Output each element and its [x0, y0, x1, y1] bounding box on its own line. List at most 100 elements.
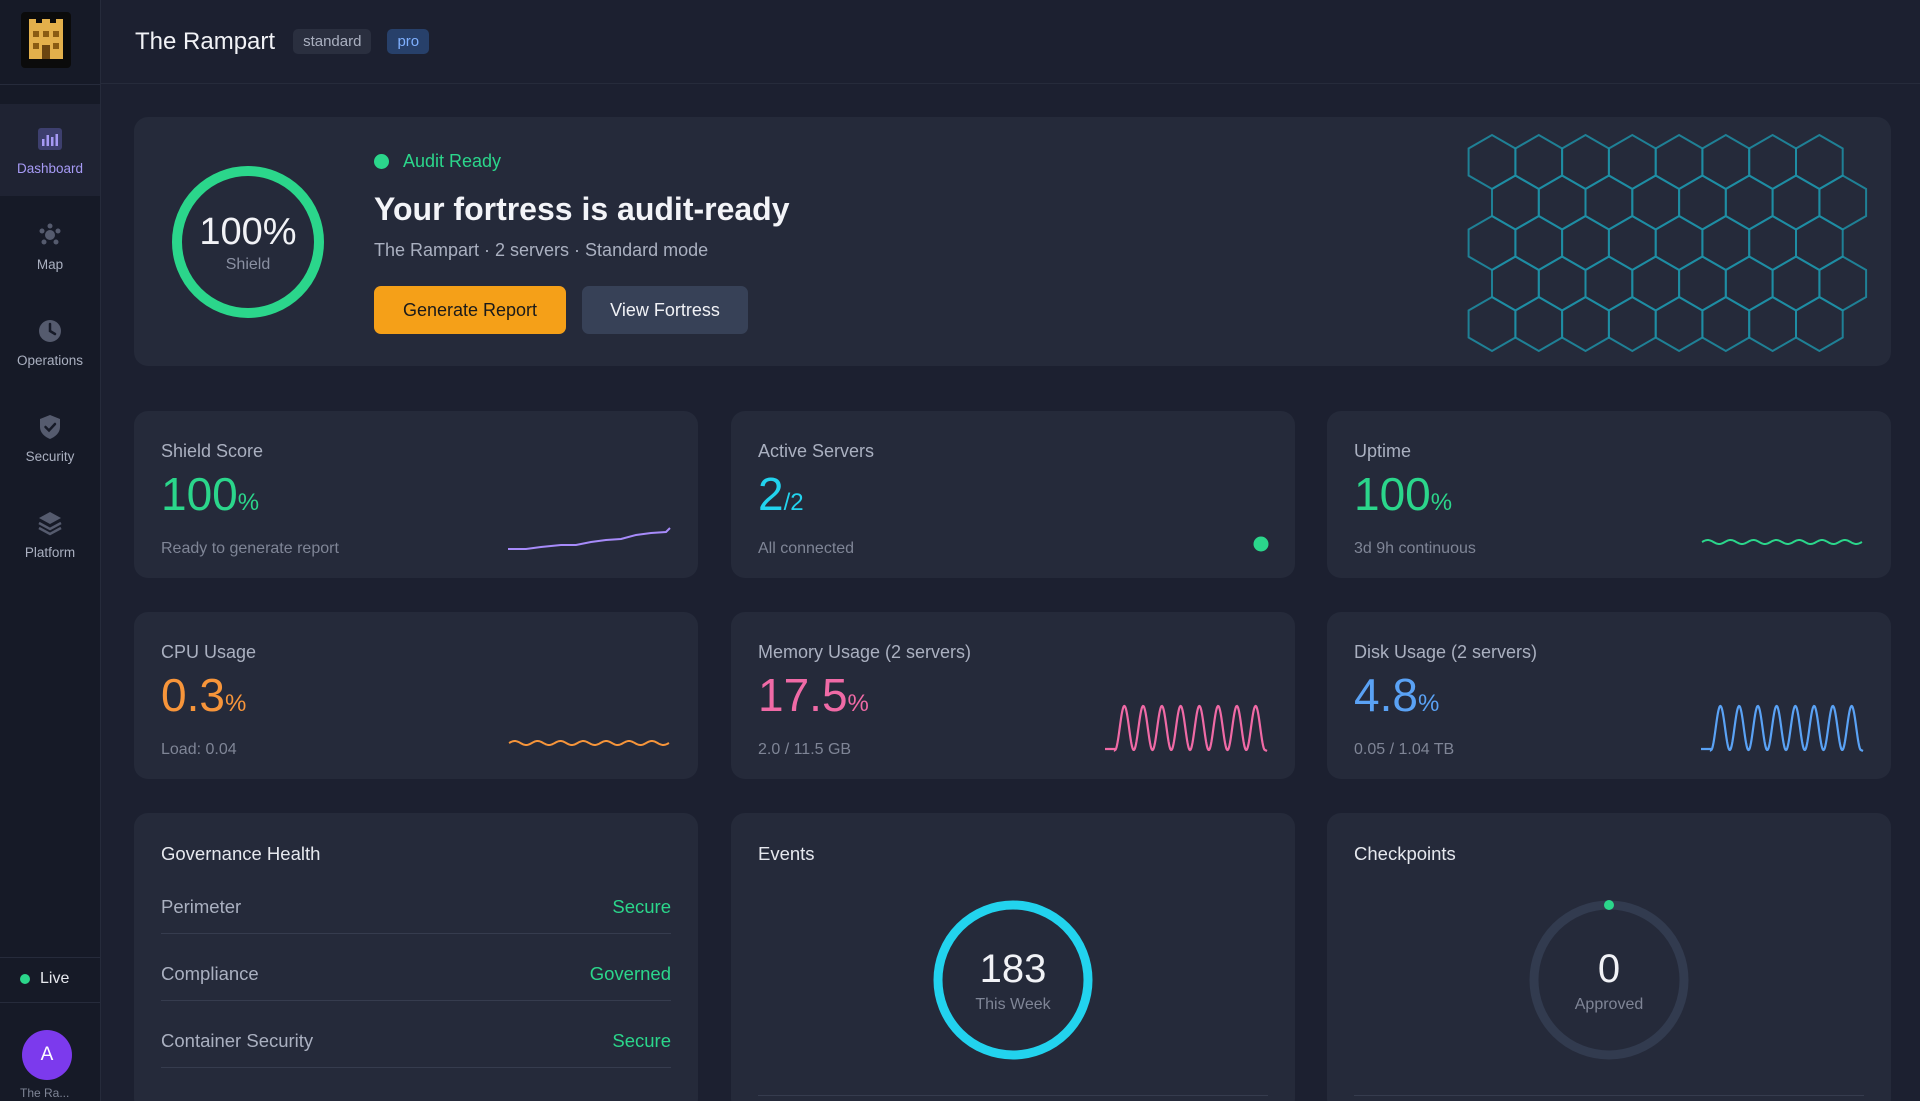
stat-label: Active Servers: [758, 441, 875, 461]
divider: [1354, 1095, 1864, 1096]
stat-label: Disk Usage (2 servers): [1354, 642, 1538, 662]
sidebar-divider: [0, 1002, 100, 1003]
audit-status-label: Audit Ready: [403, 151, 502, 171]
plan-badge-pro: pro: [387, 29, 430, 54]
checkpoints-label: Approved: [1574, 995, 1644, 1013]
cpu-sparkline: [508, 740, 670, 746]
plan-badge-standard: standard: [293, 29, 372, 54]
shield-ring: [172, 166, 324, 318]
shield-ring-value: 100%: [199, 210, 297, 253]
stat-value: 100%: [1354, 471, 1452, 517]
avatar[interactable]: A: [22, 1030, 72, 1080]
stat-unit: %: [1430, 489, 1453, 516]
sidebar-item-label: Operations: [16, 352, 84, 368]
live-indicator: Live: [20, 970, 69, 988]
stat-sub: Ready to generate report: [161, 540, 339, 557]
page-title: The Rampart: [135, 27, 276, 55]
sidebar-divider: [0, 957, 100, 958]
avatar-label: The Ra...: [20, 1086, 70, 1100]
live-label: Live: [40, 970, 70, 987]
checkpoints-donut: [1529, 900, 1689, 1060]
governance-value: Secure: [612, 1029, 671, 1051]
sidebar-item-label: Dashboard: [16, 160, 84, 176]
hexagon-pattern: [1467, 133, 1868, 353]
stat-card-active-servers: Active Servers 2/2 All connected: [731, 411, 1295, 578]
hero-card: 100% Shield Audit Ready Your fortress is…: [134, 117, 1891, 366]
hero-subtitle: The Rampart · 2 servers · Standard mode: [374, 240, 709, 260]
governance-value: Governed: [589, 962, 671, 984]
stat-card-cpu-usage: CPU Usage 0.3% Load: 0.04: [134, 612, 698, 779]
stat-label: Shield Score: [161, 441, 264, 461]
governance-label: Perimeter: [161, 895, 242, 917]
panel-title: Events: [758, 843, 815, 864]
bar-chart-icon: [38, 127, 62, 150]
events-card: Events 183 This Week: [731, 813, 1295, 1101]
layers-icon: [38, 511, 62, 535]
stat-sub: 3d 9h continuous: [1354, 540, 1476, 557]
sidebar-item-platform[interactable]: Platform: [0, 488, 100, 580]
stat-label: Uptime: [1354, 441, 1412, 461]
governance-label: Container Security: [161, 1029, 314, 1051]
checkpoints-donut-center: 0 Approved: [1527, 898, 1691, 1062]
checkpoints-card: Checkpoints 0 Approved: [1327, 813, 1891, 1101]
events-donut: [933, 900, 1093, 1060]
generate-report-button[interactable]: Generate Report: [374, 286, 566, 334]
stat-sub: 2.0 / 11.5 GB: [758, 741, 852, 758]
stat-value: 2/2: [758, 471, 804, 517]
stat-sub: Load: 0.04: [161, 741, 237, 758]
app-logo[interactable]: [21, 12, 71, 68]
audit-status: Audit Ready: [374, 151, 501, 172]
shield-icon: [40, 414, 60, 439]
stat-value: 4.8%: [1354, 672, 1439, 718]
stat-label: CPU Usage: [161, 642, 257, 662]
governance-row-compliance[interactable]: Compliance Governed: [161, 947, 671, 1001]
stat-number: 2: [758, 468, 784, 520]
header: The Rampart standard pro: [101, 0, 1920, 84]
panel-title: Governance Health: [161, 843, 321, 864]
governance-label: Compliance: [161, 962, 259, 984]
network-icon: [39, 223, 61, 244]
stat-label: Memory Usage (2 servers): [758, 642, 972, 662]
stat-number: 100: [161, 468, 238, 520]
stat-unit: %: [237, 489, 260, 516]
governance-row-container-security[interactable]: Container Security Secure: [161, 1014, 671, 1068]
hero-title: Your fortress is audit-ready: [374, 191, 790, 227]
memory-sparkline: [1105, 704, 1268, 752]
sidebar-item-operations[interactable]: Operations: [0, 296, 100, 388]
sidebar-item-map[interactable]: Map: [0, 200, 100, 292]
governance-value: Secure: [612, 895, 671, 917]
divider: [758, 1095, 1268, 1096]
governance-row-perimeter[interactable]: Perimeter Secure: [161, 880, 671, 934]
shield-ring-center: 100% Shield: [170, 164, 326, 320]
stat-unit: %: [224, 690, 247, 717]
connection-status-dot: [1253, 536, 1269, 552]
stat-card-uptime: Uptime 100% 3d 9h continuous: [1327, 411, 1891, 578]
stat-number: 0.3: [161, 669, 225, 721]
events-period: This Week: [975, 995, 1051, 1013]
live-dot: [20, 974, 30, 984]
stat-card-shield-score: Shield Score 100% Ready to generate repo…: [134, 411, 698, 578]
events-count: 183: [979, 946, 1047, 991]
panel-title: Checkpoints: [1354, 843, 1456, 864]
stat-card-memory-usage: Memory Usage (2 servers) 17.5% 2.0 / 11.…: [731, 612, 1295, 779]
stat-number: 100: [1354, 468, 1431, 520]
view-fortress-button[interactable]: View Fortress: [582, 286, 748, 334]
clock-icon: [39, 319, 61, 342]
shield-score-sparkline: [508, 527, 671, 550]
stat-value: 100%: [161, 471, 259, 517]
status-dot: [374, 154, 389, 169]
sidebar-item-label: Security: [25, 448, 75, 464]
checkpoints-count: 0: [1597, 946, 1621, 991]
uptime-sparkline: [1701, 539, 1863, 545]
events-donut-center: 183 This Week: [931, 898, 1095, 1062]
sidebar-divider: [0, 84, 100, 85]
stat-number: 17.5: [758, 669, 848, 721]
stat-value: 17.5%: [758, 672, 869, 718]
shield-ring-label: Shield: [225, 255, 271, 273]
governance-health-card: Governance Health Perimeter Secure Compl…: [134, 813, 698, 1101]
sidebar-item-security[interactable]: Security: [0, 392, 100, 484]
sidebar: Dashboard Map Operations Security: [0, 0, 101, 1101]
sidebar-item-label: Map: [36, 256, 64, 272]
stat-unit: %: [1417, 690, 1440, 717]
sidebar-item-dashboard[interactable]: Dashboard: [0, 104, 100, 196]
